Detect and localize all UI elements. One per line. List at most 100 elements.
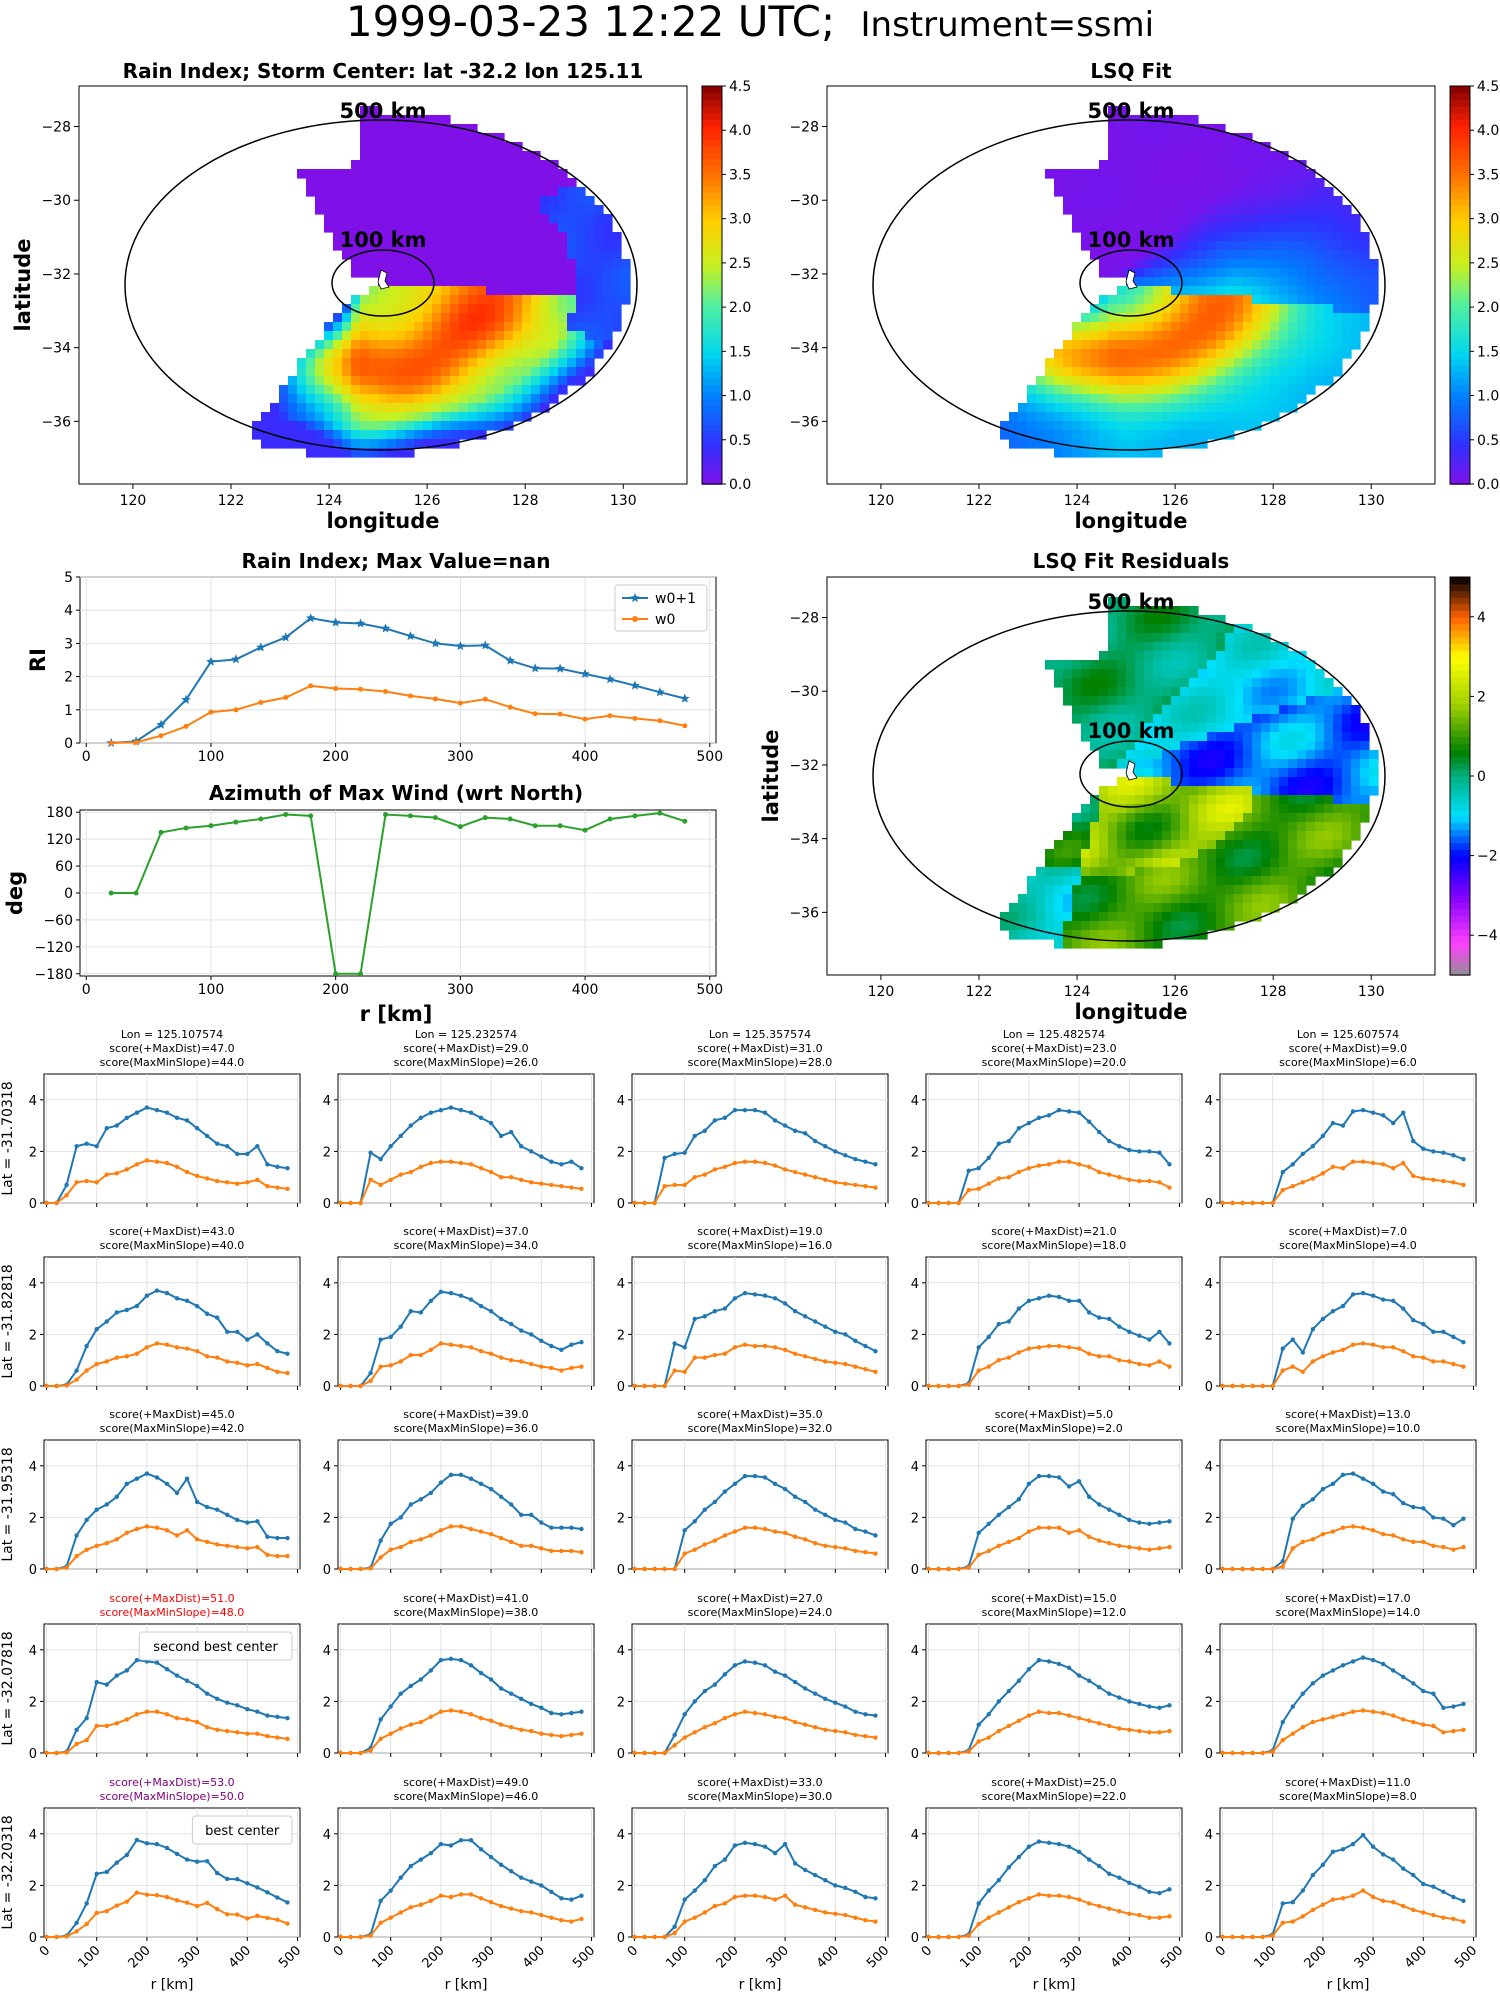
w0-point bbox=[383, 689, 389, 695]
map-cell bbox=[1252, 786, 1262, 796]
map-cell bbox=[1099, 232, 1109, 242]
map-cell bbox=[1333, 732, 1343, 742]
map-cell bbox=[1180, 786, 1190, 796]
map-cell bbox=[585, 349, 595, 359]
grid-w0-point bbox=[1270, 1383, 1275, 1389]
map-cell bbox=[360, 151, 370, 161]
colorbar-segment bbox=[702, 119, 722, 127]
map-cell bbox=[342, 439, 352, 449]
map-cell bbox=[1081, 205, 1091, 215]
map-cell bbox=[1090, 241, 1100, 251]
map-cell bbox=[261, 439, 271, 449]
grid-w0p1-point bbox=[976, 1530, 981, 1536]
grid-panel-series bbox=[926, 1293, 1172, 1389]
map-cell bbox=[1099, 876, 1109, 886]
grid-w0-point bbox=[1411, 1173, 1416, 1179]
map-cell bbox=[1162, 723, 1172, 733]
y-tick-label: 4 bbox=[617, 1460, 625, 1475]
grid-panel-series bbox=[44, 1288, 290, 1389]
colorbar-segment bbox=[1450, 477, 1470, 485]
map-cell bbox=[1117, 885, 1127, 895]
map-cell bbox=[1225, 259, 1235, 269]
map-cell bbox=[1162, 187, 1172, 197]
map-cell bbox=[1270, 187, 1280, 197]
grid-w0p1-point bbox=[448, 1105, 454, 1110]
y-tick-label: 2 bbox=[617, 1328, 625, 1343]
grid-w0p1-point bbox=[1036, 1296, 1042, 1301]
grid-w0p1-point bbox=[418, 1497, 424, 1502]
map-cell bbox=[1108, 430, 1118, 440]
map-cell bbox=[1279, 403, 1289, 413]
score-maxdist: score(+MaxDist)=13.0 bbox=[1285, 1408, 1410, 1421]
map-cell bbox=[1180, 349, 1190, 359]
map-cell bbox=[1144, 187, 1154, 197]
map-cell bbox=[1072, 678, 1082, 688]
map-cell bbox=[1135, 178, 1145, 188]
map-cell bbox=[1135, 232, 1145, 242]
map-cell bbox=[1333, 750, 1343, 760]
map-cell bbox=[1297, 313, 1307, 323]
map-cell bbox=[1288, 187, 1298, 197]
colorbar-segment bbox=[1450, 649, 1470, 658]
map-cell bbox=[1225, 142, 1235, 152]
grid-w0-point bbox=[873, 1369, 878, 1375]
map-cell bbox=[1198, 903, 1208, 913]
map-cell bbox=[1072, 331, 1082, 341]
map-cell bbox=[504, 331, 514, 341]
map-cell bbox=[1306, 813, 1316, 823]
map-cell bbox=[387, 349, 397, 359]
map-cell bbox=[1072, 867, 1082, 877]
map-cell bbox=[1180, 768, 1190, 778]
grid-w0-point bbox=[418, 1352, 424, 1358]
map-cell bbox=[387, 394, 397, 404]
map-cell bbox=[387, 142, 397, 152]
map-cell bbox=[1081, 714, 1091, 724]
grid-w0-point bbox=[1036, 1525, 1042, 1530]
map-cell bbox=[387, 259, 397, 269]
grid-w0-point bbox=[732, 1529, 738, 1534]
map-cell bbox=[1144, 376, 1154, 386]
map-cell bbox=[1126, 358, 1136, 368]
map-cell bbox=[333, 169, 343, 179]
grid-w0p1-point bbox=[114, 1673, 119, 1678]
map-cell bbox=[1054, 421, 1064, 431]
map-cell bbox=[405, 295, 415, 305]
grid-w0p1-point bbox=[702, 1507, 707, 1512]
map-cell bbox=[1225, 867, 1235, 877]
map-cell bbox=[405, 286, 415, 296]
map-cell bbox=[540, 259, 550, 269]
map-cell bbox=[1180, 205, 1190, 215]
w0-point bbox=[358, 686, 364, 692]
grid-w0p1-point bbox=[1076, 1110, 1082, 1115]
map-cell bbox=[1144, 858, 1154, 868]
map-cell bbox=[1297, 268, 1307, 278]
map-cell bbox=[1108, 696, 1118, 706]
y-tick-label: −30 bbox=[41, 193, 71, 209]
azimuth-profile-title: Azimuth of Max Wind (wrt North) bbox=[209, 781, 583, 805]
grid-w0-point bbox=[956, 1383, 961, 1389]
grid-w0p1-point bbox=[1380, 1297, 1386, 1302]
map-cell bbox=[1162, 669, 1172, 679]
map-cell bbox=[1126, 403, 1136, 413]
grid-w0-point bbox=[1350, 1342, 1356, 1347]
grid-w0-point bbox=[642, 1383, 647, 1389]
grid-w0-point bbox=[682, 1182, 687, 1188]
map-cell bbox=[1252, 741, 1262, 751]
map-cell bbox=[1279, 732, 1289, 742]
map-cell bbox=[1135, 421, 1145, 431]
map-cell bbox=[378, 403, 388, 413]
map-cell bbox=[1108, 669, 1118, 679]
map-cell bbox=[1117, 268, 1127, 278]
map-cell bbox=[288, 439, 298, 449]
score-maxminslope: score(MaxMinSlope)=6.0 bbox=[1279, 1056, 1417, 1069]
map-cell bbox=[1135, 813, 1145, 823]
grid-panel-series bbox=[1220, 1107, 1466, 1206]
map-cell bbox=[1171, 331, 1181, 341]
grid-w0p1-point bbox=[986, 1155, 991, 1161]
grid-w0p1-point bbox=[74, 1368, 79, 1373]
colorbar-segment bbox=[702, 251, 722, 260]
map-cell bbox=[1333, 340, 1343, 350]
grid-w0p1-point bbox=[1046, 1473, 1052, 1479]
map-cell bbox=[378, 313, 388, 323]
map-cell bbox=[504, 259, 514, 269]
